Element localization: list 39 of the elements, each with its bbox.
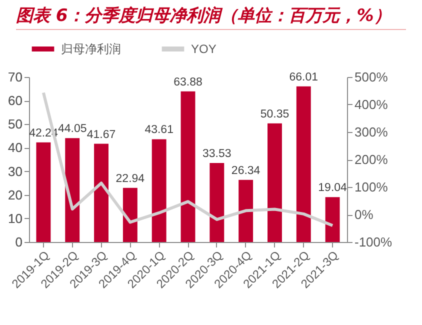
y2-tick-label: 0% bbox=[354, 207, 374, 222]
bar bbox=[296, 86, 311, 242]
bar bbox=[180, 91, 196, 242]
bar bbox=[152, 139, 166, 242]
data-label: 44.05 bbox=[58, 123, 87, 136]
bar bbox=[210, 162, 224, 242]
data-label: 19.04 bbox=[318, 182, 348, 194]
data-label: 26.34 bbox=[231, 164, 261, 177]
data-label: 33.53 bbox=[202, 148, 232, 160]
legend-label: YOY bbox=[191, 42, 216, 56]
data-label: 63.88 bbox=[174, 76, 202, 88]
y2-tick-label: -100% bbox=[354, 234, 393, 250]
chart-title: 图表 6：分季度归母净利润（单位：百万元，%） bbox=[16, 4, 406, 30]
y2-tick-label: 100% bbox=[354, 180, 388, 194]
y2-tick-label: 500% bbox=[354, 70, 388, 84]
bar bbox=[268, 123, 282, 242]
y-tick-label: 0 bbox=[15, 234, 22, 250]
y-tick-label: 40 bbox=[8, 140, 22, 156]
y2-tick-label: 300% bbox=[354, 124, 388, 140]
legend-label: 归母净利润 bbox=[61, 42, 121, 56]
data-label: 50.35 bbox=[260, 108, 290, 120]
bar bbox=[65, 138, 80, 242]
y2-tick-label: 400% bbox=[354, 97, 388, 112]
bar bbox=[325, 197, 340, 242]
y-tick-label: 10 bbox=[8, 210, 22, 226]
data-label: 41.67 bbox=[86, 128, 116, 141]
bar bbox=[94, 144, 108, 242]
y-tick-label: 70 bbox=[8, 70, 22, 84]
bar bbox=[36, 142, 51, 242]
data-label: 66.01 bbox=[289, 71, 318, 84]
y-tick-label: 20 bbox=[8, 187, 22, 202]
y-tick-label: 50 bbox=[8, 116, 22, 132]
bar bbox=[122, 188, 138, 242]
data-label: 43.61 bbox=[144, 124, 174, 136]
y-tick-label: 30 bbox=[8, 164, 22, 179]
data-label: 22.94 bbox=[116, 172, 146, 185]
bar bbox=[238, 180, 254, 242]
y-tick-label: 60 bbox=[8, 93, 22, 108]
y2-tick-label: 200% bbox=[354, 152, 388, 167]
